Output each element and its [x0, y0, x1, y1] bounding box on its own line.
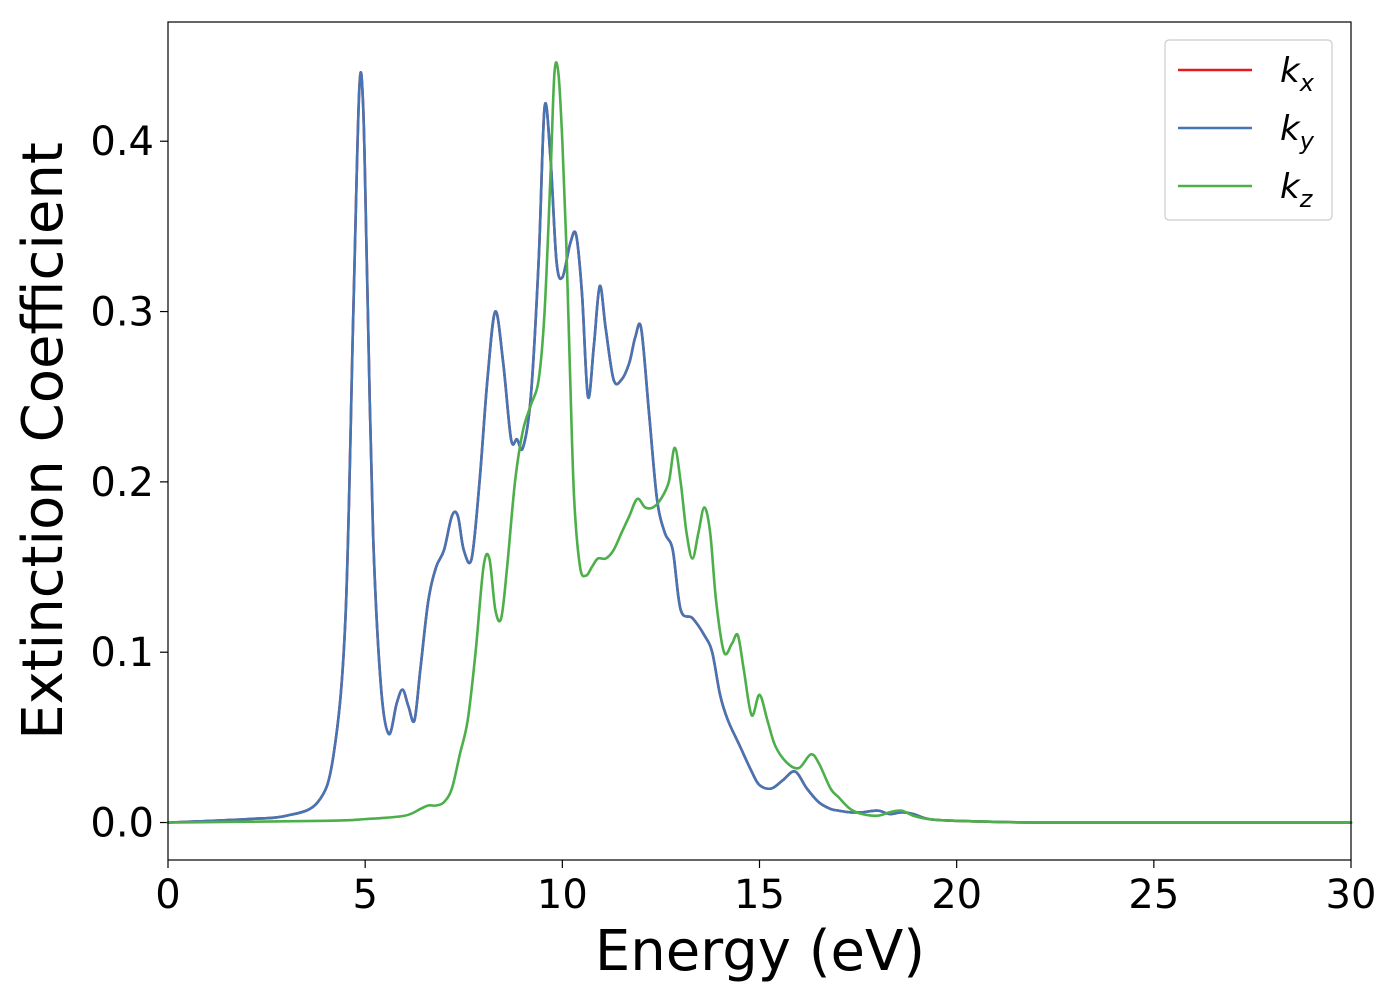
x-tick-label: 30	[1326, 872, 1377, 918]
y-tick-label: 0.3	[90, 290, 154, 336]
legend-label-x: kx	[1280, 51, 1315, 97]
x-tick-label: 5	[352, 872, 377, 918]
series-line-y	[166, 71, 1353, 824]
legend-label-base: k	[1280, 109, 1301, 149]
series-line-z	[166, 61, 1353, 824]
legend-box	[1164, 39, 1333, 221]
x-tick-label: 20	[931, 872, 982, 918]
y-tick-label: 0.0	[90, 801, 154, 847]
x-tick-label: 0	[155, 872, 180, 918]
x-tick-label: 25	[1128, 872, 1179, 918]
legend-label-y: ky	[1280, 109, 1315, 155]
x-axis-ticks: 0 5 10 15 20 25 30	[155, 860, 1376, 918]
y-tick-label: 0.2	[90, 460, 154, 506]
legend-label-base: k	[1280, 51, 1301, 91]
legend-label-subscript: y	[1299, 127, 1315, 155]
y-axis-title: Extinction Coefficient	[11, 142, 76, 740]
legend-label-subscript: z	[1299, 185, 1314, 213]
legend-label-subscript: x	[1299, 69, 1315, 97]
x-axis-title: Energy (eV)	[595, 919, 925, 984]
x-tick-label: 15	[734, 872, 785, 918]
series-layer	[166, 61, 1353, 824]
legend-label-z: kz	[1280, 167, 1314, 213]
plot-frame	[167, 21, 1352, 861]
y-tick-label: 0.4	[90, 119, 154, 165]
y-tick-label: 0.1	[90, 630, 154, 676]
x-tick-label: 10	[537, 872, 588, 918]
y-axis-ticks: 0.0 0.1 0.2 0.3 0.4	[90, 119, 168, 847]
legend-label-base: k	[1280, 167, 1301, 207]
